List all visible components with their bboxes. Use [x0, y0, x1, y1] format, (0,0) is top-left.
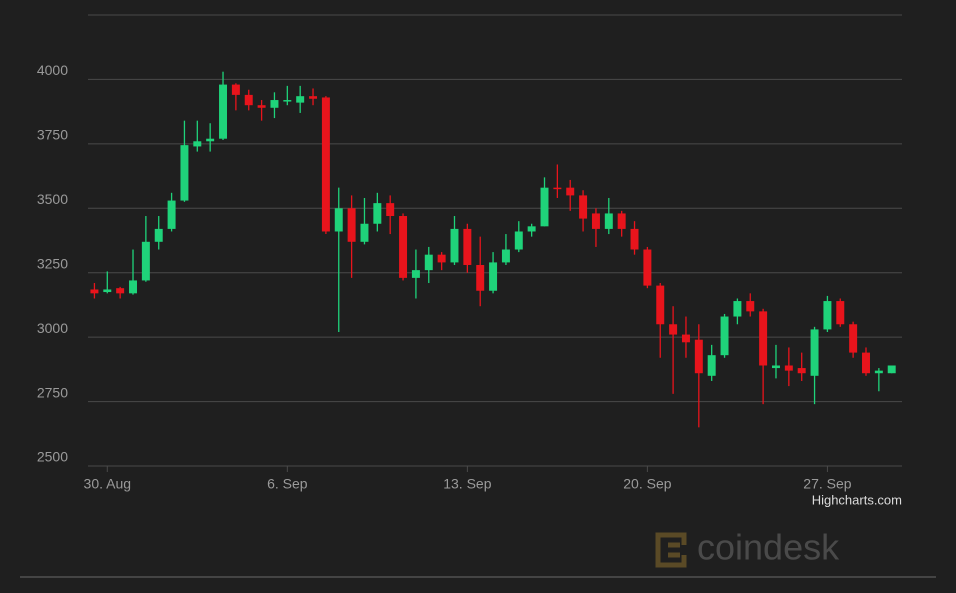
- candle-body: [604, 213, 613, 229]
- candle-body: [360, 223, 369, 242]
- candle-body: [116, 288, 125, 294]
- candle-body: [514, 231, 523, 250]
- candle-body: [669, 324, 678, 335]
- logo-icon: [655, 532, 687, 568]
- candle-body: [283, 100, 292, 102]
- candle-body: [103, 289, 112, 293]
- candle-body: [450, 228, 459, 263]
- candle-body: [733, 301, 742, 317]
- candle-body: [424, 254, 433, 271]
- y-tick-label: 4000: [37, 62, 68, 78]
- candle-body: [759, 311, 768, 366]
- candle-body: [489, 262, 498, 291]
- x-tick-label: 6. Sep: [267, 476, 308, 492]
- candle-body: [193, 141, 202, 147]
- candle-body: [656, 285, 665, 325]
- candle-body: [566, 187, 575, 196]
- candle-body: [707, 355, 716, 376]
- candle-body: [694, 339, 703, 374]
- candle-body: [527, 226, 536, 232]
- x-tick-label: 30. Aug: [84, 476, 132, 492]
- candle-body: [681, 334, 690, 343]
- candle-body: [373, 203, 382, 224]
- candle-body: [463, 228, 472, 265]
- candle-body: [553, 187, 562, 190]
- credit: Highcharts.com: [812, 492, 902, 507]
- candle-body: [257, 105, 266, 108]
- candle-body: [591, 213, 600, 229]
- candle-body: [810, 329, 819, 376]
- candle-body: [887, 365, 896, 374]
- candle-body: [206, 138, 215, 142]
- candle-body: [386, 203, 395, 217]
- candle-body: [797, 368, 806, 374]
- candle-body: [296, 96, 305, 103]
- watermark: coindesk: [697, 527, 840, 568]
- candle-body: [862, 352, 870, 374]
- candle-body: [154, 228, 163, 242]
- candle-body: [823, 301, 832, 330]
- candle-body: [617, 213, 626, 229]
- y-tick-label: 2750: [37, 384, 68, 400]
- candle-body: [270, 100, 279, 108]
- candle-body: [309, 96, 318, 99]
- candle-body: [476, 264, 485, 291]
- y-tick-label: 2500: [37, 449, 68, 465]
- candle-body: [720, 316, 729, 356]
- candle-body: [643, 249, 652, 286]
- candle-body: [746, 301, 755, 312]
- y-tick-label: 3000: [37, 320, 68, 336]
- candle-body: [321, 97, 330, 232]
- candle-body: [90, 289, 99, 294]
- candle-body: [411, 270, 420, 278]
- candle-body: [347, 208, 356, 242]
- candle-body: [437, 254, 446, 263]
- candle-body: [399, 216, 408, 278]
- candle-body: [784, 365, 793, 371]
- x-tick-label: 20. Sep: [623, 476, 671, 492]
- candle-body: [219, 84, 228, 139]
- candle-body: [579, 195, 588, 219]
- y-tick-label: 3500: [37, 191, 68, 207]
- candle-body: [501, 249, 510, 263]
- candle-body: [129, 280, 137, 294]
- y-tick-label: 3250: [37, 255, 68, 271]
- candle-body: [630, 228, 639, 250]
- candle-body: [771, 365, 780, 369]
- candle-body: [141, 241, 150, 281]
- candle-body: [180, 145, 189, 201]
- candle-body: [167, 200, 176, 229]
- candle-body: [874, 370, 883, 374]
- candle-body: [244, 94, 253, 106]
- candle-body: [231, 84, 240, 95]
- x-tick-label: 27. Sep: [803, 476, 851, 492]
- y-tick-label: 3750: [37, 127, 68, 143]
- candle-body: [849, 324, 858, 353]
- candle-body: [540, 187, 549, 227]
- candle-body: [836, 301, 845, 325]
- candle-body: [334, 208, 343, 232]
- x-tick-label: 13. Sep: [443, 476, 491, 492]
